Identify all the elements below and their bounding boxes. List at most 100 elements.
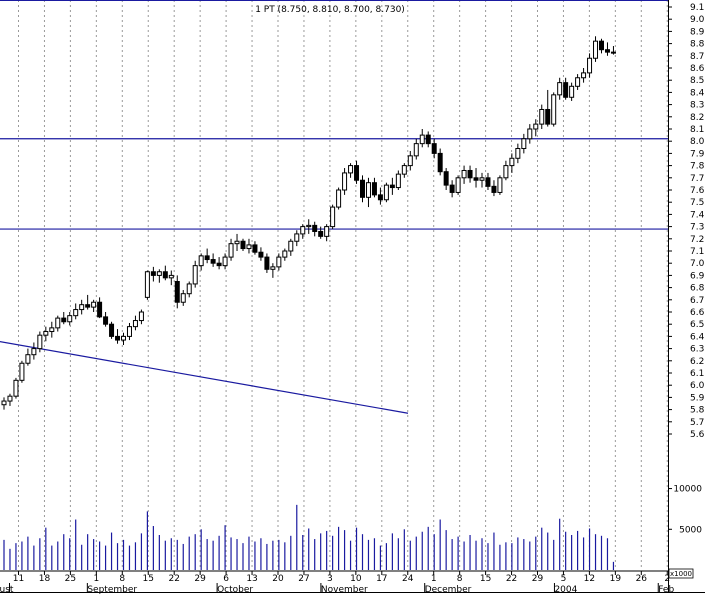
candle-body [252, 244, 258, 253]
candle-body [121, 335, 126, 341]
candle-body [473, 177, 479, 181]
candle-body [575, 77, 581, 87]
candle-body [360, 179, 365, 198]
x-day-label: 12 [584, 574, 595, 584]
candle-body [7, 395, 13, 402]
candle-body [180, 293, 186, 303]
price-tick-label: 7.6 [690, 186, 705, 196]
x-day-label: 15 [143, 574, 154, 584]
price-tick-label: 7.9 [690, 149, 705, 159]
candle-body [115, 335, 121, 341]
x-day-label: 20 [272, 574, 284, 584]
candle-body [330, 206, 336, 228]
candle-body [593, 40, 599, 59]
candles-layer [1, 36, 616, 410]
x-day-label: 29 [194, 574, 206, 584]
candle-body [413, 143, 419, 157]
volume-tick-label: 5000 [679, 525, 702, 535]
price-tick-label: 6.6 [690, 308, 705, 318]
candle-body [43, 331, 49, 336]
price-tick-label: 9.0 [690, 15, 705, 25]
candle-body [461, 169, 467, 179]
x-month-label: Feb [658, 585, 674, 595]
x-day-label: 22 [168, 574, 179, 584]
x-day-label: 8 [119, 574, 125, 584]
candle-body [318, 230, 324, 237]
price-tick-label: 8.7 [690, 52, 704, 62]
x-day-label: 24 [402, 574, 414, 584]
volume-unit-box [668, 568, 694, 579]
candle-body [425, 134, 431, 145]
trendline-layer [0, 341, 409, 414]
price-tick-label: 6.0 [690, 381, 705, 391]
candle-body [497, 177, 503, 193]
horizontal-lines-layer [0, 138, 668, 230]
candle-body [156, 271, 162, 276]
candle-body [401, 165, 407, 175]
candle-body [270, 266, 276, 270]
candle-body [604, 49, 610, 53]
x-day-label: 19 [610, 574, 622, 584]
x-month-label: ust [0, 585, 14, 595]
candle-body [132, 320, 138, 328]
price-tick-label: 7.4 [690, 210, 705, 220]
x-day-label: 6 [223, 574, 229, 584]
candle-body [503, 165, 509, 179]
candle-body [168, 274, 174, 279]
candle-body [336, 189, 342, 208]
price-tick-label: 5.6 [690, 430, 705, 440]
candle-body [521, 138, 527, 150]
x-month-label: December [425, 585, 472, 595]
x-day-label: 25 [65, 574, 76, 584]
price-tick-label: 8.5 [690, 76, 704, 86]
candle-body [73, 309, 79, 317]
price-tick-label: 6.1 [690, 369, 704, 379]
candle-body [276, 256, 282, 268]
price-tick-label: 7.7 [690, 174, 704, 184]
x-day-label: 8 [457, 574, 463, 584]
chart-title: 1 PT (8.750, 8.810, 8.700, 8.730) [255, 5, 405, 15]
candle-body [539, 108, 545, 125]
price-tick-label: 8.6 [690, 64, 705, 74]
price-tick-label: 7.0 [690, 259, 705, 269]
price-tick-label: 7.8 [690, 162, 705, 172]
candle-body [103, 316, 109, 325]
price-tick-label: 6.7 [690, 296, 704, 306]
candle-body [467, 169, 473, 179]
candle-body [377, 194, 383, 201]
price-tick-label: 8.9 [690, 27, 705, 37]
volume-unit-label: x1000 [670, 570, 692, 578]
price-tick-label: 8.8 [690, 40, 705, 50]
candle-body [407, 155, 413, 167]
candle-body [67, 315, 73, 323]
candle-body [545, 108, 551, 125]
candle-body [312, 224, 318, 232]
x-day-label: 10 [350, 574, 362, 584]
price-tick-label: 5.8 [690, 406, 705, 416]
candle-body [264, 256, 270, 270]
candle-body [294, 233, 300, 242]
candle-body [79, 304, 85, 311]
price-tick-label: 6.8 [690, 284, 705, 294]
x-day-label: 15 [480, 574, 491, 584]
candle-body [557, 82, 563, 96]
candle-body [395, 173, 401, 189]
price-tick-label: 6.2 [690, 357, 704, 367]
price-tick-label: 7.5 [690, 198, 704, 208]
x-day-label: 27 [298, 574, 309, 584]
candle-body [527, 128, 533, 140]
x-day-label: 18 [39, 574, 51, 584]
price-tick-label: 6.3 [690, 345, 704, 355]
price-tick-label: 6.9 [690, 271, 705, 281]
candle-body [533, 123, 539, 130]
x-month-label: November [321, 585, 368, 595]
candle-body [234, 240, 240, 245]
candle-body [31, 348, 37, 356]
candle-body [1, 400, 7, 406]
candle-body [515, 148, 521, 159]
candle-body [61, 317, 67, 323]
candle-body [109, 323, 115, 337]
x-day-label: 2 [664, 574, 670, 584]
candle-body [419, 134, 425, 145]
